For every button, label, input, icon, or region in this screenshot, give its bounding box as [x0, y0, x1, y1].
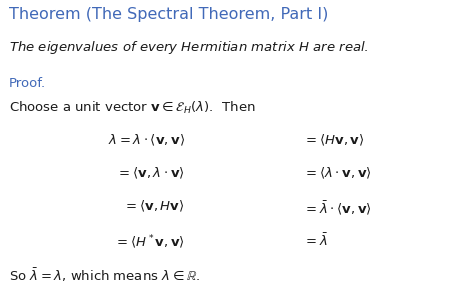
Text: Choose a unit vector $\mathbf{v} \in \mathcal{E}_H(\lambda)$.  Then: Choose a unit vector $\mathbf{v} \in \ma… — [9, 100, 255, 116]
Text: $= \langle H\mathbf{v}, \mathbf{v} \rangle$: $= \langle H\mathbf{v}, \mathbf{v} \rang… — [303, 132, 365, 148]
Text: $= \bar{\lambda} \cdot \langle \mathbf{v}, \mathbf{v} \rangle$: $= \bar{\lambda} \cdot \langle \mathbf{v… — [303, 199, 372, 217]
Text: Theorem (The Spectral Theorem, Part I): Theorem (The Spectral Theorem, Part I) — [9, 7, 328, 22]
Text: $= \bar{\lambda}$: $= \bar{\lambda}$ — [303, 233, 328, 249]
Text: $= \langle H^*\mathbf{v}, \mathbf{v} \rangle$: $= \langle H^*\mathbf{v}, \mathbf{v} \ra… — [114, 233, 185, 251]
Text: $\lambda = \lambda \cdot \langle \mathbf{v}, \mathbf{v} \rangle$: $\lambda = \lambda \cdot \langle \mathbf… — [108, 132, 185, 148]
Text: $= \langle \mathbf{v}, \lambda \cdot \mathbf{v} \rangle$: $= \langle \mathbf{v}, \lambda \cdot \ma… — [116, 166, 185, 181]
Text: $= \langle \lambda \cdot \mathbf{v}, \mathbf{v} \rangle$: $= \langle \lambda \cdot \mathbf{v}, \ma… — [303, 166, 372, 181]
Text: So $\bar{\lambda} = \lambda$, which means $\lambda \in \mathbb{R}$.: So $\bar{\lambda} = \lambda$, which mean… — [9, 266, 200, 284]
Text: Proof.: Proof. — [9, 77, 46, 90]
Text: $\mathit{The\ eigenvalues\ of\ every\ Hermitian\ matrix\ H\ are\ real.}$: $\mathit{The\ eigenvalues\ of\ every\ He… — [9, 39, 368, 56]
Text: $= \langle \mathbf{v}, H\mathbf{v} \rangle$: $= \langle \mathbf{v}, H\mathbf{v} \rang… — [123, 199, 185, 214]
